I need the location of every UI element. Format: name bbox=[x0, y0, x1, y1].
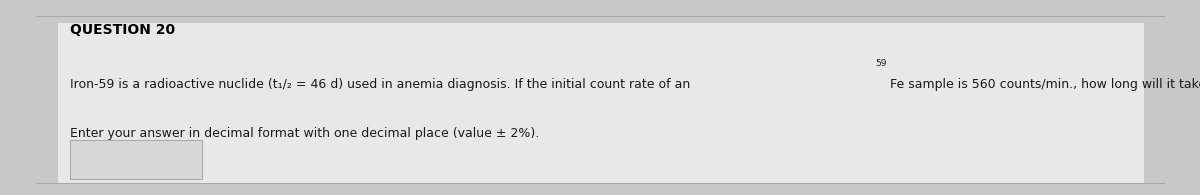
Text: QUESTION 20: QUESTION 20 bbox=[70, 23, 175, 37]
Text: 59: 59 bbox=[875, 58, 887, 67]
Text: Fe sample is 560 counts/min., how long will it take (days) for the count to drop: Fe sample is 560 counts/min., how long w… bbox=[890, 78, 1200, 91]
FancyBboxPatch shape bbox=[58, 23, 1144, 183]
Text: Iron-59 is a radioactive nuclide (t₁/₂ = 46 d) used in anemia diagnosis. If the : Iron-59 is a radioactive nuclide (t₁/₂ =… bbox=[70, 78, 694, 91]
FancyBboxPatch shape bbox=[70, 140, 202, 179]
Text: Enter your answer in decimal format with one decimal place (value ± 2%).: Enter your answer in decimal format with… bbox=[70, 127, 539, 140]
